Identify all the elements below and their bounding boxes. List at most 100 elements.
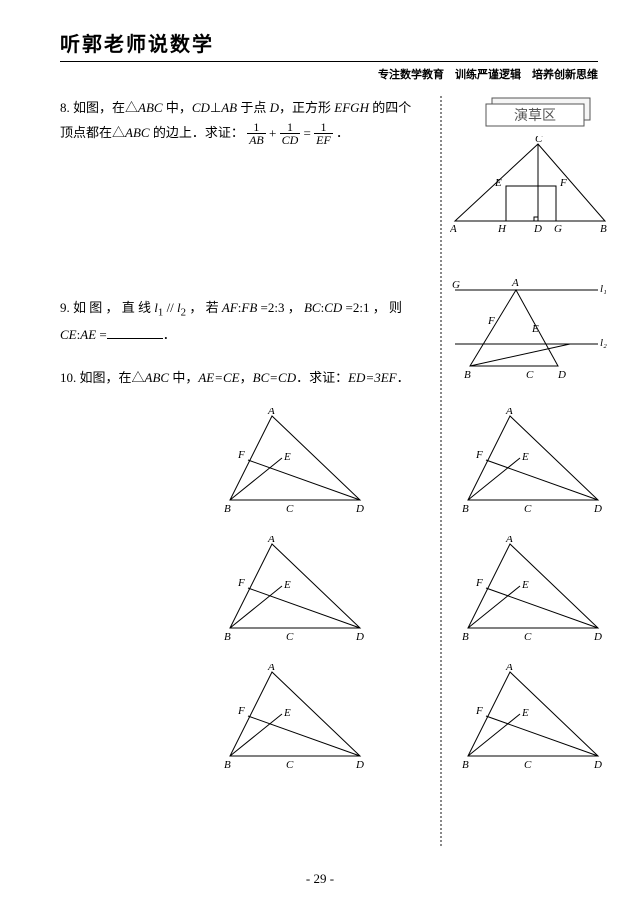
text: 中， — [163, 100, 192, 115]
svg-text:D: D — [557, 369, 566, 381]
figure-10-left-2: AFEBCD — [220, 536, 370, 644]
text: = — [304, 125, 311, 140]
content-area: 演草区 8. 如图，在△ABC 中，CD⊥AB 于点 D，正方形 EFGH 的四… — [60, 96, 598, 866]
text: AF — [222, 300, 238, 315]
svg-text:E: E — [283, 707, 291, 719]
text: AE=CE — [198, 370, 239, 385]
svg-text:C: C — [524, 503, 532, 515]
svg-text:D: D — [593, 631, 602, 643]
svg-text:D: D — [355, 759, 364, 771]
text: 的边上．求证： — [150, 125, 244, 140]
figure-10-left-1: A F E B C D — [220, 408, 370, 516]
text: =2:1 ， 则 — [346, 300, 402, 315]
header-rule — [60, 61, 598, 62]
text: ABC — [138, 100, 163, 115]
svg-text:l₂: l₂ — [600, 337, 607, 349]
svg-text:D: D — [355, 631, 364, 643]
text: EFGH — [334, 100, 369, 115]
fraction: 1AB — [247, 121, 266, 146]
text: 如图，在△ — [80, 370, 145, 385]
page-subtitle: 专注数学教育 训练严谨逻辑 培养创新思维 — [60, 66, 598, 82]
text: BC=CD — [253, 370, 296, 385]
svg-text:D: D — [593, 759, 602, 771]
text: ，正方形 — [279, 100, 334, 115]
svg-text:F: F — [237, 705, 245, 717]
svg-text:E: E — [283, 579, 291, 591]
answer-blank — [107, 338, 163, 339]
svg-text:C: C — [286, 759, 294, 771]
svg-text:D: D — [355, 503, 364, 515]
text: ⊥ — [210, 100, 221, 115]
text: ， — [240, 370, 253, 385]
text: 1 — [158, 307, 163, 319]
text: CD — [192, 100, 210, 115]
figure-9: G A l₁ F E l₂ B C D — [450, 274, 610, 382]
svg-text:E: E — [494, 177, 502, 189]
text: ABC — [125, 125, 150, 140]
text: 2 — [181, 307, 186, 319]
svg-text:G: G — [452, 279, 460, 291]
svg-text:D: D — [593, 503, 602, 515]
problem-number: 9. — [60, 300, 70, 315]
vertical-divider — [440, 96, 442, 846]
svg-text:B: B — [224, 759, 231, 771]
svg-text:B: B — [462, 759, 469, 771]
problem-9: 9. 如 图 ， 直 线 l1 // l2 ， 若 AF:FB =2:3 ， B… — [60, 296, 420, 348]
svg-text:H: H — [497, 223, 507, 235]
svg-text:C: C — [524, 759, 532, 771]
text: BC — [304, 300, 321, 315]
page-title: 听郭老师说数学 — [60, 28, 598, 57]
svg-text:B: B — [462, 631, 469, 643]
svg-text:A: A — [267, 408, 275, 417]
problem-number: 8. — [60, 100, 70, 115]
text: D — [270, 100, 279, 115]
svg-text:E: E — [521, 451, 529, 463]
svg-text:A: A — [267, 536, 275, 545]
fraction: 1EF — [314, 121, 333, 146]
svg-text:C: C — [535, 136, 543, 145]
problem-10: 10. 如图，在△ABC 中，AE=CE，BC=CD．求证：ED=3EF． — [60, 366, 420, 391]
svg-text:C: C — [526, 369, 534, 381]
figure-8: A H D G B E F C — [450, 136, 610, 236]
text: 如 图 ， 直 线 — [73, 300, 154, 315]
text: ．求证： — [296, 370, 348, 385]
text: ， 若 — [189, 300, 222, 315]
svg-text:B: B — [224, 631, 231, 643]
svg-text:B: B — [462, 503, 469, 515]
text: // — [167, 300, 177, 315]
svg-text:F: F — [487, 315, 495, 327]
svg-text:B: B — [600, 223, 607, 235]
svg-text:A: A — [505, 664, 513, 673]
text: =2:3 ， — [261, 300, 304, 315]
svg-text:F: F — [559, 177, 567, 189]
text: 如图，在△ — [73, 100, 138, 115]
figure-10-right-3: A F E B C D — [458, 664, 608, 772]
draft-label: 演草区 — [514, 108, 556, 124]
svg-text:A: A — [505, 536, 513, 545]
svg-text:F: F — [237, 449, 245, 461]
figure-10-left-3: AFEBCD — [220, 664, 370, 772]
svg-text:B: B — [464, 369, 471, 381]
text: 于点 — [237, 100, 270, 115]
svg-text:l₁: l₁ — [600, 283, 607, 295]
text: 中， — [169, 370, 198, 385]
svg-text:E: E — [283, 451, 291, 463]
text: ABC — [145, 370, 170, 385]
text: = — [99, 327, 106, 342]
text: + — [269, 125, 276, 140]
svg-text:F: F — [475, 577, 483, 589]
svg-text:G: G — [554, 223, 562, 235]
text: ED=3EF — [348, 370, 396, 385]
svg-text:C: C — [286, 503, 294, 515]
svg-text:D: D — [533, 223, 542, 235]
draft-box: 演草区 — [480, 96, 598, 130]
fraction: 1CD — [280, 121, 301, 146]
problem-8: 8. 如图，在△ABC 中，CD⊥AB 于点 D，正方形 EFGH 的四个顶点都… — [60, 96, 420, 146]
svg-text:F: F — [475, 705, 483, 717]
svg-text:B: B — [224, 503, 231, 515]
text: AE — [80, 327, 96, 342]
svg-text:E: E — [521, 707, 529, 719]
text: ． — [336, 125, 349, 140]
text: ． — [397, 370, 410, 385]
svg-text:E: E — [521, 579, 529, 591]
